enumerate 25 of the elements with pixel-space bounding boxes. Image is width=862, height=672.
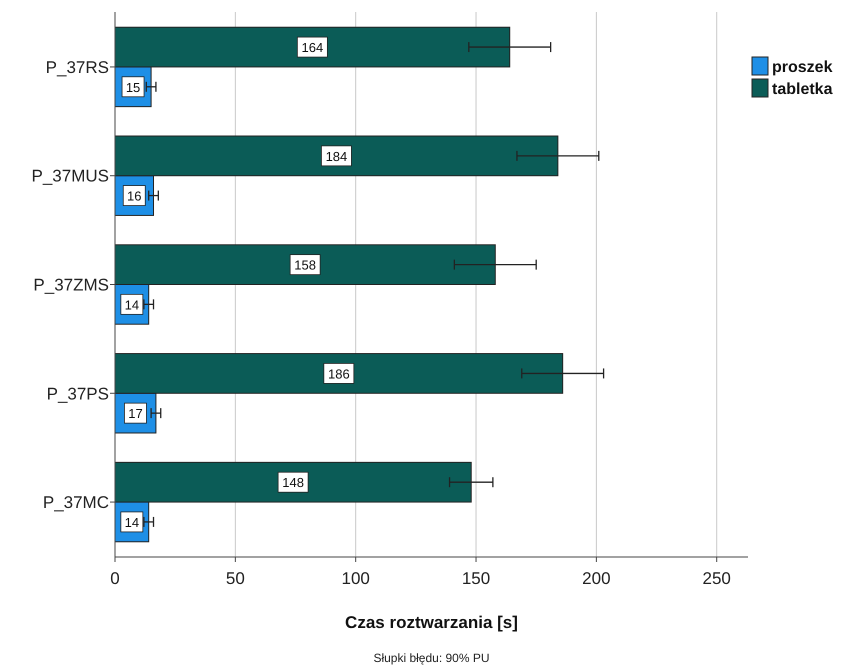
x-tick-label: 150 [462,569,490,588]
data-label: 184 [326,148,348,164]
text: Słupki błędu: 90% PU [373,651,490,665]
data-label: 14 [124,514,140,530]
legend-label: proszek [772,59,833,76]
data-label: 14 [124,297,140,312]
y-tick-label: P_37MUS [32,166,109,186]
data-label: 16 [127,188,142,204]
data-label: 17 [128,406,143,422]
y-tick-label: P_37RS [46,58,109,77]
legend-label: tabletka [772,81,833,98]
x-tick-label: 100 [341,569,370,588]
data-label: 164 [302,40,324,56]
data-label: 15 [126,80,140,95]
x-tick-label: 50 [226,569,245,588]
y-tick-label: P_37ZMS [33,276,109,294]
y-tick-label: P_37MC [42,493,109,512]
data-label: 158 [294,258,316,273]
x-tick-label: 250 [702,569,731,588]
x-tick-label: 0 [110,569,120,588]
data-label: 186 [328,366,350,382]
x-axis-title: Czas roztwarzania [s] [345,613,518,632]
x-tick-label: 200 [582,569,611,588]
data-label: 148 [282,475,304,490]
y-tick-label: P_37PS [46,384,109,404]
